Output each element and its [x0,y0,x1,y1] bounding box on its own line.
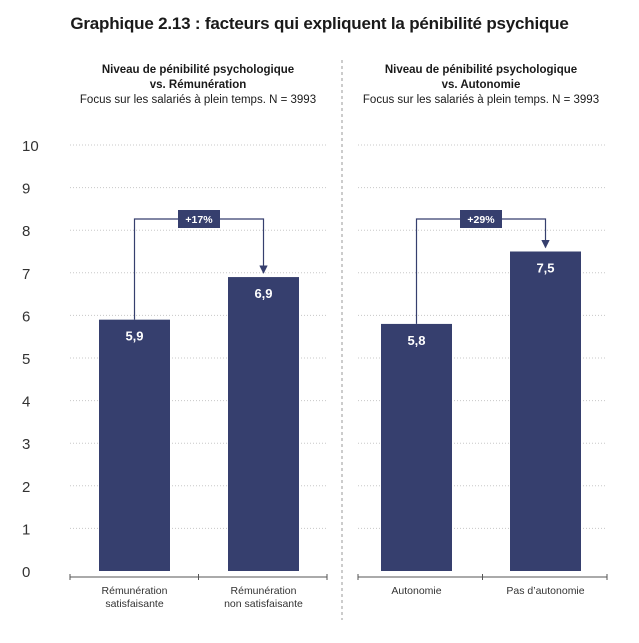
panel-header-autonomie: Niveau de pénibilité psychologique vs. A… [356,63,606,108]
y-tick-label: 8 [22,223,30,240]
y-tick-label: 7 [22,266,30,283]
percent-badge [460,210,502,228]
y-tick-label: 10 [22,138,39,155]
percent-badge-label: +29% [467,214,495,226]
bar [381,323,452,571]
bar-value-label: 7,5 [536,261,554,276]
category-label: satisfaisante [105,598,164,610]
bar-value-label: 6,9 [254,286,272,301]
y-tick-label: 5 [22,351,30,368]
y-tick-label: 3 [22,436,30,453]
panel-subtitle: Focus sur les salariés à plein temps. N … [362,94,600,106]
category-label: Rémunération [102,585,168,597]
category-label: non satisfaisante [224,598,303,610]
percent-badge-label: +17% [185,214,213,226]
bar [99,319,170,571]
panel-subtitle: Focus sur les salariés à plein temps. N … [79,94,317,106]
y-tick-label: 4 [22,394,30,411]
category-label: Rémunération [231,585,297,597]
category-label: Autonomie [391,585,441,597]
y-tick-label: 2 [22,479,30,496]
panel-title-line2: vs. Autonomie [441,79,521,91]
y-tick-label: 0 [22,564,30,581]
percent-badge [178,210,220,228]
chart-title: Graphique 2.13 : facteurs qui expliquent… [70,14,569,33]
panel-title-line1: Niveau de pénibilité psychologique [384,64,578,76]
bar [228,277,299,571]
panel-title-line1: Niveau de pénibilité psychologique [101,64,295,76]
bar [510,251,581,571]
category-label: Pas d’autonomie [506,585,584,597]
panel-header-remuneration: Niveau de pénibilité psychologique vs. R… [73,63,323,108]
bar-value-label: 5,9 [125,329,143,344]
y-tick-label: 9 [22,181,30,198]
y-tick-label: 1 [22,521,30,538]
panel-title-line2: vs. Rémunération [149,79,247,91]
y-tick-label: 6 [22,308,30,325]
bar-value-label: 5,8 [407,333,425,348]
